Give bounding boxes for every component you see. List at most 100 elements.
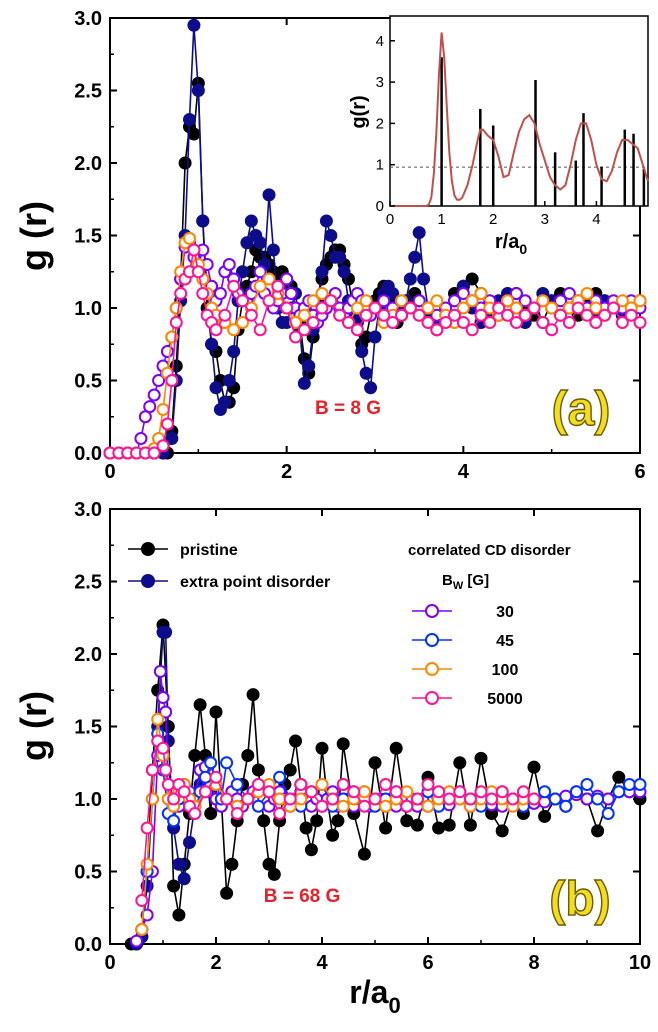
panel-a-series-0-point [465,272,479,286]
panel-a-series-3-point [315,287,329,300]
panel-a-series-3-point [501,294,514,308]
panel-b-series-4-point [145,792,159,806]
panel-b-series-0-point [331,814,345,828]
panel-b-series-5-point [432,785,446,799]
panel-b-series-5-point [159,763,173,777]
panel-b-series-2-point [140,908,154,922]
panel-b-xtick-label: 2 [210,952,221,974]
panel-a-series-1-point [403,272,417,286]
panel-a-series-1-point [297,376,311,390]
panel-a-label: (a) [552,383,611,436]
panel-a-series-4-point [174,287,188,300]
panel-a-series-1-point [324,229,338,242]
panel-b-series-5-point [273,807,287,820]
panel-a-series-4-point [218,308,232,322]
panel-a-series-4-point [368,301,382,315]
panel-a-series-4-point [615,316,629,329]
panel-a-series-2-point [222,258,236,271]
inset-xlabel-main: r/a [495,231,520,253]
panel-a-series-4-point [324,294,338,308]
panel-a-series-3-point [262,272,276,286]
panel-a-series-3-point [580,287,594,300]
panel-b-ytick-label: 1.0 [74,789,102,811]
panel-b-series-5-point [368,792,382,806]
panel-b-series-5 [135,734,541,907]
panel-a-series-3-point [474,287,488,300]
panel-a-series-1-point [191,84,205,97]
panel-b-series-3-point [538,785,552,799]
panel-a-series [103,18,647,460]
panel-a-xtick-label: 6 [634,461,645,483]
panel-a-xtick-label: 2 [281,461,292,483]
panel-b-series-1-point [159,625,173,639]
panel-b-series-5-point [357,799,371,813]
panel-a-series-1-point [266,243,280,257]
panel-b-series-0-point [262,857,276,871]
panel-b-series-3-point [198,770,212,784]
panel-a-series-2-point [147,388,161,402]
panel-b-series-0-point [209,705,223,719]
panel-b-series-0-point [304,843,318,857]
panel-a-series-4-point [169,316,183,329]
panel-a-ytick-label: 2.0 [74,153,102,175]
panel-b-axes: 0 2 4 6 8 10 0.0 0.5 1.0 1.5 2.0 2.5 3.0 [74,499,651,974]
panel-a-ytick-label: 1.0 [74,298,102,320]
panel-a-series-4-point [536,316,550,329]
panel-a-series-2-point [134,432,148,445]
panel-a-series-3-point [236,316,249,329]
panel-b-series-3-point [569,785,583,799]
panel-a-series-1-point [236,265,249,279]
panel-a-ytick-label: 3.0 [74,8,102,30]
panel-b-series-5-point [198,785,212,799]
panel-a-series-4-point [518,308,532,322]
panel-b-series-5-point [516,785,530,799]
panel-a-series-3-point [589,301,603,315]
panel-a-axes: 0 2 4 6 0.0 0.5 1.0 1.5 2.0 2.5 3.0 [74,8,645,483]
panel-b-series-4-point [294,792,308,806]
panel-a-series-4-point [492,301,506,315]
panel-a-series-1-point [386,287,400,300]
panel-a-series-4-point [315,301,329,315]
inset-curve [390,32,649,207]
panel-b-series-5-point [474,785,488,799]
panel-a-series-4-point [271,279,285,293]
panel-a-series-4-point [342,316,355,329]
panel-b-series-5-point [389,785,403,799]
inset-content: 0 1 2 3 4 0 1 2 3 4 [376,32,649,228]
panel-a-series-1-point [319,214,333,228]
panel-b-ytick-label: 2.0 [74,644,102,666]
panel-a-series-1-point [412,226,426,240]
panel-a-series-3-point [253,279,267,293]
panel-b-series-0-point [495,824,509,838]
legend-right-label: 45 [496,633,514,650]
panel-b-series-4-point [135,923,149,936]
inset-xtick-label: 1 [437,211,445,228]
panel-a-series-3-point [456,301,470,315]
panel-a-xtick-label: 4 [458,461,470,483]
panel-a-series-4-point [607,301,620,315]
panel-b-series-5-point [140,821,154,835]
legend-right-marker [425,604,439,618]
panel-a-series-2-point [448,294,461,308]
panel-b-series-5-point [336,778,350,791]
panel-b-series-3-point [633,778,647,791]
panel-a-series-4-point [191,265,205,279]
panel-b-series-0-point [432,821,446,835]
panel-a-series-4-point [483,316,497,329]
inset-ytick-label: 3 [376,74,384,91]
panel-a-series-3-point [306,294,320,308]
panel-a-series-1-point [196,214,210,228]
panel-b-series-0-point [368,756,382,770]
panel-b-series-3-point [591,792,605,806]
panel-b-series-5-point [400,799,414,813]
panel-b-series-0-point [289,734,302,748]
panel-b-series-5-point [442,792,456,806]
panel-a-series-1-point [417,272,431,286]
panel-b-series-3-point [220,756,234,770]
panel-a-series-4-point [187,243,201,257]
panel-b-ylabel: g (r) [13,691,54,761]
legend-left-label: pristine [180,542,238,559]
panel-b-series-2-point [156,691,170,704]
legend-right-label: 5000 [487,691,523,708]
panel-a-series-2-point [152,374,166,387]
